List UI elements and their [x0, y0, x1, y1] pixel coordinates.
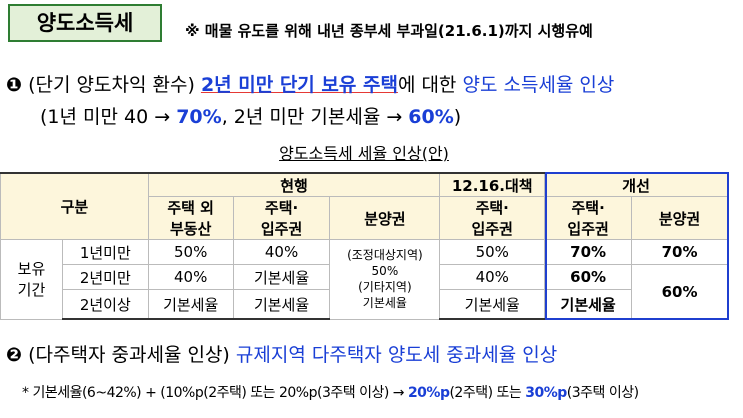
text: 60%	[408, 106, 454, 128]
cell: 구분	[0, 172, 149, 240]
cell: 60%	[631, 264, 728, 320]
cell: 주택· 입주권	[232, 196, 331, 240]
text: (2주택) 또는	[449, 385, 526, 401]
text: )	[453, 106, 462, 128]
line: 주택 외	[167, 199, 214, 217]
cell: 분양권	[631, 196, 728, 240]
cell: 주택· 입주권	[544, 196, 633, 240]
cell: 40%	[147, 264, 234, 290]
cell: 기본세율	[544, 289, 633, 320]
line: 입주권	[260, 220, 303, 238]
cell: 개선	[544, 172, 728, 197]
item1-line1: ❶ (단기 양도차익 환수) 2년 미만 단기 보유 주택에 대한 양도 소득세…	[6, 70, 614, 97]
text: 양도 소득세율 인상	[462, 74, 615, 96]
line: 주택·	[264, 199, 299, 217]
cell: (조정대상지역) 50% (기타지역) 기본세율	[329, 239, 441, 320]
line: 입주권	[471, 220, 513, 238]
text: 20%p	[407, 385, 450, 401]
cell: 70%	[544, 239, 633, 265]
line: (기타지역)	[358, 280, 412, 295]
text: * 기본세율(6~42%) + (10%p(2주택) 또는 20%p(3주택 이…	[22, 385, 408, 401]
text: (1년 미만 40 →	[40, 106, 177, 128]
text: 30%p	[525, 385, 567, 401]
item2-line: ❷ (다주택자 중과세율 인상) 규제지역 다주택자 양도세 중과세율 인상	[6, 340, 557, 367]
cell: 현행	[147, 172, 441, 197]
cell: 40%	[232, 239, 331, 265]
cell: 분양권	[329, 196, 441, 240]
cell: 2년미만	[61, 264, 149, 290]
bullet: ❷	[6, 344, 23, 366]
cell: 12.16.대책	[439, 172, 546, 197]
line: 분양권	[364, 209, 406, 228]
line: 입주권	[567, 220, 609, 238]
line: 분양권	[658, 209, 701, 228]
text: 에 대한	[397, 74, 457, 96]
cell: 주택· 입주권	[439, 196, 546, 240]
cell: 1년미만	[61, 239, 149, 265]
line: 부동산	[169, 220, 212, 238]
cell: 기본세율	[232, 264, 331, 290]
line: 50%	[371, 264, 399, 279]
item1-line2: (1년 미만 40 → 70%, 2년 미만 기본세율 → 60%)	[40, 102, 461, 129]
cell: 기본세율	[439, 289, 546, 320]
cell: 70%	[631, 239, 728, 265]
cell: 기본세율	[147, 289, 234, 320]
line: 기본세율	[362, 296, 407, 311]
cell: 2년이상	[61, 289, 149, 320]
text: 규제지역 다주택자 양도세 중과세율 인상	[235, 344, 558, 366]
text: (단기 양도차익 환수)	[28, 74, 195, 96]
line: 기간	[17, 281, 46, 300]
text: (3주택 이상)	[566, 385, 639, 401]
bullet: ❶	[6, 74, 23, 96]
cell: 기본세율	[232, 289, 331, 320]
cell: 50%	[439, 239, 546, 265]
text: 2년 미만 단기 보유 주택	[200, 74, 398, 96]
cell: 60%	[544, 264, 633, 290]
cell: 50%	[147, 239, 234, 265]
line: (조정대상지역)	[347, 248, 423, 263]
line: 주택·	[475, 199, 509, 217]
text: (다주택자 중과세율 인상)	[28, 344, 230, 366]
line: 보유	[17, 260, 46, 279]
text: 70%	[176, 106, 222, 128]
table-title: 양도소득세 세율 인상(안)	[279, 144, 449, 163]
note: ※ 매물 유도를 위해 내년 종부세 부과일(21.6.1)까지 시행유예	[185, 22, 593, 40]
cell: 40%	[439, 264, 546, 290]
text: , 2년 미만 기본세율 →	[221, 106, 409, 128]
line: 주택·	[571, 199, 605, 217]
badge: 양도소득세	[8, 4, 162, 42]
item2-note: * 기본세율(6~42%) + (10%p(2주택) 또는 20%p(3주택 이…	[22, 382, 639, 402]
